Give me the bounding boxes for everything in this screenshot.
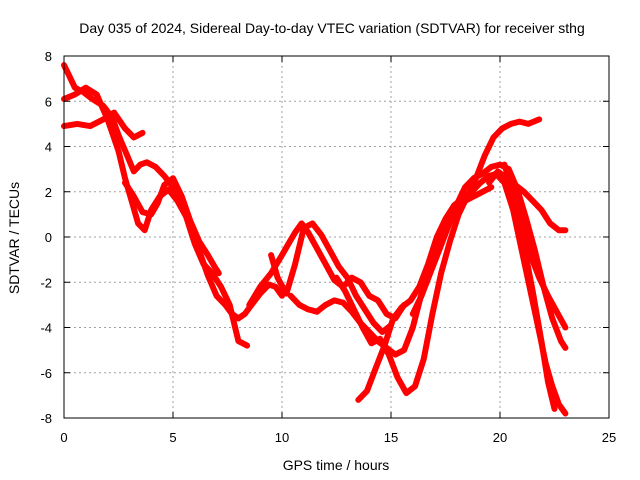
y-tick-label: 8: [45, 49, 52, 64]
series-line-arc-6: [268, 220, 394, 335]
x-tick-label: 5: [169, 430, 176, 445]
y-tick-label: 2: [45, 185, 52, 200]
x-tick-label: 10: [275, 430, 289, 445]
series-line-arc-3: [61, 109, 146, 141]
y-tick-label: -6: [40, 366, 52, 381]
y-tick-label: 4: [45, 140, 52, 155]
y-axis-label: SDTVAR / TECUs: [6, 182, 22, 294]
series-layer: [61, 62, 569, 417]
x-tick-label: 20: [493, 430, 507, 445]
x-axis-label: GPS time / hours: [283, 457, 390, 473]
chart-title: Day 035 of 2024, Sidereal Day-to-day VTE…: [79, 20, 585, 36]
series-line-arc-5: [246, 220, 408, 322]
series-line-arc-8: [333, 116, 543, 397]
y-tick-label: 6: [45, 94, 52, 109]
y-tick-label: -8: [40, 411, 52, 426]
x-tick-label: 0: [60, 430, 67, 445]
series-line-arc-12: [486, 168, 558, 412]
y-tick-label: -2: [40, 275, 52, 290]
series-line-arc-13: [501, 161, 569, 331]
tick-layer: 0 5 10 15 20 25 -8 -6 -4 -2 0 2 4 6 8: [40, 49, 616, 445]
y-tick-label: 0: [45, 230, 52, 245]
x-tick-label: 25: [602, 430, 616, 445]
series-line-arc-4: [122, 175, 222, 277]
y-tick-label: -4: [40, 321, 52, 336]
x-tick-label: 15: [384, 430, 398, 445]
grid-layer: [64, 56, 609, 418]
